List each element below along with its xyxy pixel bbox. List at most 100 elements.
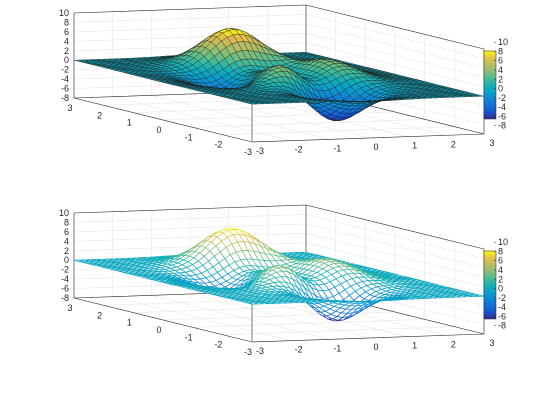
y-tick-label: 2 xyxy=(97,310,102,320)
z-tick-label: -4 xyxy=(61,274,69,284)
colorbar-tick-label: 0 xyxy=(498,284,503,294)
wall-gridline-z xyxy=(73,14,307,23)
wall-gridline-z xyxy=(73,42,307,52)
surface-face xyxy=(247,102,258,105)
z-tick-label: -8 xyxy=(61,93,69,103)
x-tick-label: 2 xyxy=(451,339,456,349)
colorbar-tick-label: 10 xyxy=(498,237,508,247)
colorbar-tick-label: 2 xyxy=(498,274,503,284)
y-tick-label: 3 xyxy=(67,103,72,113)
y-tick-label: -3 xyxy=(244,347,252,357)
colorbar-tick-label: 4 xyxy=(498,65,503,75)
x-tick-label: -1 xyxy=(333,143,341,153)
floor-gridline-y xyxy=(192,319,425,328)
y-tick-label: -3 xyxy=(244,147,252,157)
floor-gridline-y xyxy=(222,326,455,335)
colorbar-tick-label: -8 xyxy=(498,321,506,331)
colorbar-tick-label: -6 xyxy=(498,111,506,121)
z-tick-label: 0 xyxy=(64,55,69,65)
wall-gridline-z xyxy=(73,223,307,233)
wall-gridline-z xyxy=(305,14,485,59)
z-tick-label: 10 xyxy=(59,8,69,18)
x-tick-label: 1 xyxy=(412,141,417,151)
z-tick-label: -6 xyxy=(61,84,69,94)
box-front-floor-edge xyxy=(251,333,485,343)
y-tick-label: 1 xyxy=(127,318,132,328)
wall-gridline-z xyxy=(73,233,307,242)
wall-gridline-z xyxy=(305,33,485,78)
wall-gridline-z xyxy=(73,242,307,252)
colorbar-tick-label: 10 xyxy=(498,37,508,47)
box-top-back-edges xyxy=(73,204,485,250)
box-front-floor-edge xyxy=(251,133,485,143)
mesh xyxy=(73,227,485,322)
wall-gridline-z xyxy=(305,23,485,69)
z-tick-label: 2 xyxy=(64,46,69,56)
z-tick-label: 6 xyxy=(64,27,69,37)
z-tick-label: -4 xyxy=(61,74,69,84)
y-tick-label: -1 xyxy=(185,332,193,342)
y-tick-label: 3 xyxy=(67,303,72,313)
z-tick-label: 8 xyxy=(64,217,69,227)
z-tick-label: 6 xyxy=(64,227,69,237)
x-tick-label: 3 xyxy=(489,338,494,348)
box-top-back-edges xyxy=(73,4,485,50)
floor-gridline-y xyxy=(162,111,396,121)
y-tick-label: -1 xyxy=(185,132,193,142)
floor-gridline-y xyxy=(162,311,396,321)
x-tick-label: 1 xyxy=(412,341,417,351)
wall-gridline-z xyxy=(305,233,485,278)
colorbar-tick-label: 8 xyxy=(498,246,503,256)
colorbar-tick-label: 6 xyxy=(498,256,503,266)
y-tick-label: 0 xyxy=(156,325,161,335)
mesh-face xyxy=(247,302,258,305)
x-tick-label: -3 xyxy=(256,146,264,156)
x-tick-label: 3 xyxy=(489,138,494,148)
z-tick-label: 4 xyxy=(64,236,69,246)
colorbar-tick-label: -8 xyxy=(498,121,506,131)
colorbar-tick-label: 6 xyxy=(498,56,503,66)
box-floor-back-edges xyxy=(73,289,485,343)
box-floor-back-edges xyxy=(73,89,485,143)
y-tick-label: -2 xyxy=(214,340,222,350)
wall-gridline-z xyxy=(73,214,307,223)
z-tick-label: 0 xyxy=(64,255,69,265)
colorbar-tick-label: -6 xyxy=(498,311,506,321)
x-tick-label: -2 xyxy=(295,345,303,355)
z-tick-label: -8 xyxy=(61,293,69,303)
x-tick-label: -1 xyxy=(333,343,341,353)
colorbar-tick-label: -4 xyxy=(498,102,506,112)
z-tick-label: 8 xyxy=(64,17,69,27)
colorbar-gradient xyxy=(483,250,497,320)
z-tick-label: -2 xyxy=(61,265,69,275)
floor-gridline-y xyxy=(192,119,425,128)
wall-gridline-z xyxy=(73,33,307,42)
x-tick-label: 0 xyxy=(373,142,378,152)
y-tick-label: -2 xyxy=(214,140,222,150)
colorbar-tick-label: -2 xyxy=(498,293,506,303)
x-tick-label: -2 xyxy=(295,145,303,155)
colorbar-tick-label: -4 xyxy=(498,302,506,312)
y-tick-label: 2 xyxy=(97,110,102,120)
wall-gridline-z xyxy=(305,42,485,88)
y-tick-label: 1 xyxy=(127,118,132,128)
colorbar-tick-label: 4 xyxy=(498,265,503,275)
surface xyxy=(73,28,485,121)
wall-gridline-z xyxy=(305,223,485,269)
y-tick-label: 0 xyxy=(156,125,161,135)
colorbar-tick-label: 2 xyxy=(498,74,503,84)
colorbar-tick-label: 8 xyxy=(498,46,503,56)
colorbar-tick-label: 0 xyxy=(498,84,503,94)
z-tick-label: 4 xyxy=(64,36,69,46)
x-tick-label: -3 xyxy=(256,346,264,356)
wall-gridline-z xyxy=(73,23,307,33)
floor-gridline-y xyxy=(222,126,455,135)
z-tick-label: 2 xyxy=(64,246,69,256)
colorbar-gradient xyxy=(483,50,497,120)
